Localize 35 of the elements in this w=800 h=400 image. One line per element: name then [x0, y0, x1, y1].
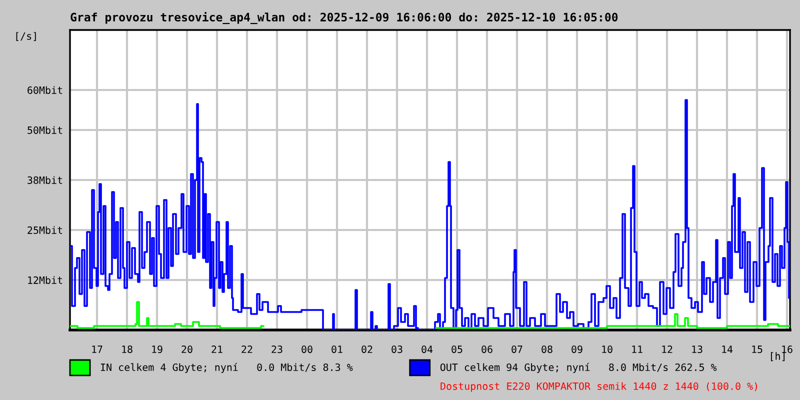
y-tick-label: 12Mbit — [28, 276, 62, 284]
x-tick-label: 19 — [152, 346, 162, 354]
x-tick-label: 09 — [572, 346, 582, 354]
x-tick-label: 05 — [452, 346, 462, 354]
x-tick-label: 16 — [782, 346, 792, 354]
chart-title: Graf provozu tresovice_ap4_wlan od: 2025-12-09 16:06:00 do: 2025-12-10 16:05:00 — [70, 12, 618, 24]
x-tick-label: 03 — [392, 346, 402, 354]
text: Dostupnost E220 KOMPAKTOR semik 1440 z 1440 (100.0 %) — [440, 382, 758, 392]
x-tick-label: 07 — [512, 346, 522, 354]
x-tick-label: 11 — [632, 346, 642, 353]
x-tick-label: 00 — [302, 346, 312, 354]
y-axis-title: [/s] — [16, 32, 36, 42]
y-tick-label: 60Mbit — [28, 86, 62, 94]
x-tick-label: 13 — [692, 346, 702, 354]
x-tick-label: 06 — [482, 346, 492, 354]
y-tick-label: 38Mbit — [28, 176, 62, 184]
x-tick-label: 21 — [212, 346, 222, 353]
y-tick-label: 50Mbit — [28, 126, 62, 134]
x-tick-label: 08 — [542, 346, 552, 354]
x-tick-label: 18 — [122, 346, 132, 354]
x-tick-label: 10 — [602, 346, 612, 354]
legend-label: IN celkem 4 Gbyte; nyní 0.0 Mbit/s 8.3 % — [100, 362, 353, 373]
x-tick-label: 14 — [722, 346, 733, 353]
x-tick-label: 22 — [242, 346, 252, 353]
y-tick-label: 25Mbit — [28, 226, 62, 234]
x-axis-title: [h] — [770, 352, 785, 362]
x-tick-label: 15 — [752, 346, 762, 354]
x-tick-label: 17 — [92, 346, 102, 353]
x-tick-label: 04 — [422, 346, 433, 354]
legend-label: OUT celkem 94 Gbyte; nyní 8.0 Mbit/s 262.5 % — [440, 362, 717, 373]
x-tick-label: 01 — [332, 346, 342, 354]
x-tick-label: 02 — [362, 346, 372, 354]
x-tick-label: 23 — [272, 346, 282, 354]
x-tick-label: 12 — [662, 346, 672, 353]
x-tick-label: 20 — [182, 346, 192, 354]
